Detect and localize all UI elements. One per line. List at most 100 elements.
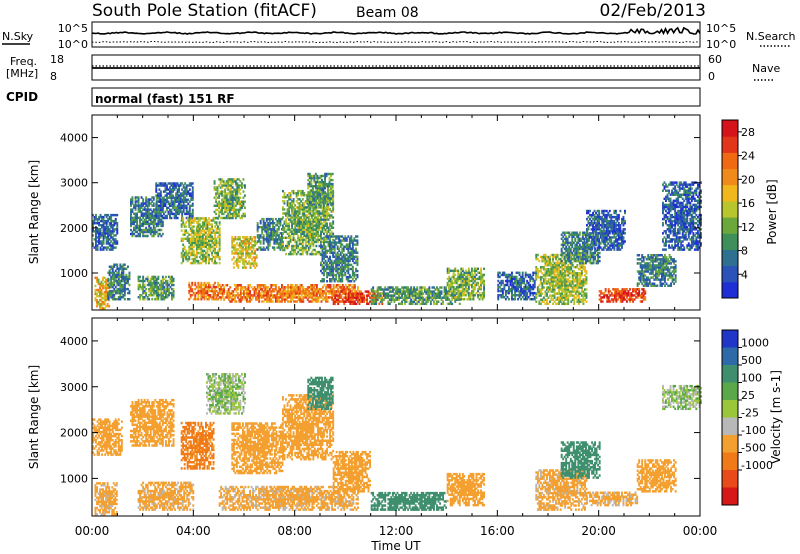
data-cell — [225, 180, 228, 183]
data-cell — [213, 204, 216, 208]
data-cell — [113, 228, 116, 231]
data-cell — [341, 273, 344, 277]
data-cell — [312, 210, 315, 213]
data-cell — [355, 259, 357, 263]
data-cell — [208, 253, 210, 257]
data-cell — [191, 216, 194, 220]
data-cell — [219, 208, 222, 212]
data-cell — [237, 184, 240, 187]
data-cell — [321, 174, 323, 178]
data-cell — [201, 251, 204, 255]
data-cell — [327, 206, 330, 209]
data-cell — [228, 206, 231, 210]
data-cell — [176, 210, 179, 214]
data-cell — [323, 278, 325, 281]
data-cell — [176, 196, 179, 199]
data-cell — [341, 280, 344, 283]
data-cell — [314, 174, 317, 178]
data-cell — [160, 228, 163, 232]
data-cell — [151, 298, 154, 301]
data-cell — [288, 232, 291, 236]
data-cell — [326, 261, 329, 265]
data-cell — [281, 294, 283, 297]
data-cell — [300, 216, 303, 219]
data-cell — [356, 259, 359, 263]
data-cell — [227, 188, 230, 191]
data-cell — [321, 206, 324, 209]
data-cell — [149, 277, 152, 281]
data-cell — [262, 222, 265, 225]
data-cell — [292, 210, 295, 213]
data-cell — [108, 217, 111, 221]
data-cell — [301, 238, 304, 242]
data-cell — [156, 212, 159, 216]
data-cell — [142, 298, 145, 301]
data-cell — [306, 210, 309, 213]
data-cell — [122, 296, 125, 299]
data-cell — [103, 284, 106, 288]
data-cell — [234, 192, 237, 195]
data-cell — [164, 214, 167, 218]
data-cell — [288, 296, 291, 299]
data-cell — [221, 212, 224, 216]
data-cell — [214, 289, 217, 293]
data-cell — [107, 246, 110, 249]
data-cell — [323, 298, 326, 301]
data-cell — [282, 226, 284, 229]
data-cell — [318, 187, 320, 190]
data-cell — [107, 277, 110, 281]
data-cell — [140, 196, 143, 199]
data-cell — [252, 260, 255, 263]
data-cell — [279, 294, 282, 297]
data-cell — [336, 261, 339, 265]
data-cell — [111, 236, 114, 239]
data-cell — [281, 298, 283, 301]
data-cell — [212, 237, 215, 241]
data-cell — [341, 290, 344, 293]
data-cell — [157, 294, 160, 297]
data-cell — [142, 204, 145, 207]
data-cell — [256, 228, 259, 231]
data-cell — [308, 172, 311, 176]
data-cell — [218, 255, 221, 259]
data-cell — [325, 172, 328, 176]
data-cell — [327, 212, 330, 215]
data-cell — [282, 212, 284, 215]
data-cell — [304, 220, 307, 223]
data-cell — [215, 188, 218, 191]
data-cell — [227, 206, 230, 210]
data-cell — [213, 180, 216, 183]
data-cell — [191, 237, 194, 241]
data-cell — [262, 226, 265, 229]
data-cell — [191, 186, 194, 189]
data-cell — [239, 180, 242, 183]
data-cell — [298, 230, 301, 234]
data-cell — [283, 212, 286, 215]
data-cell — [205, 223, 207, 226]
data-cell — [223, 292, 226, 295]
data-cell — [316, 193, 319, 196]
data-cell — [317, 298, 320, 301]
data-cell — [201, 245, 204, 249]
data-cell — [157, 232, 160, 236]
data-cell — [233, 204, 236, 208]
data-cell — [197, 285, 200, 289]
data-cell — [303, 216, 306, 219]
data-cell — [195, 298, 198, 301]
data-cell — [217, 225, 220, 228]
data-cell — [338, 278, 341, 281]
data-cell — [136, 226, 139, 230]
data-cell — [105, 290, 108, 294]
data-cell — [289, 238, 292, 242]
data-cell — [328, 176, 331, 180]
data-cell — [273, 238, 276, 241]
data-cell — [327, 203, 330, 206]
data-cell — [203, 289, 206, 293]
data-cell — [302, 292, 305, 295]
data-cell — [328, 286, 331, 289]
data-cell — [335, 278, 338, 281]
data-cell — [134, 214, 137, 217]
data-cell — [154, 212, 157, 215]
data-cell — [339, 261, 342, 265]
data-cell — [170, 210, 173, 214]
